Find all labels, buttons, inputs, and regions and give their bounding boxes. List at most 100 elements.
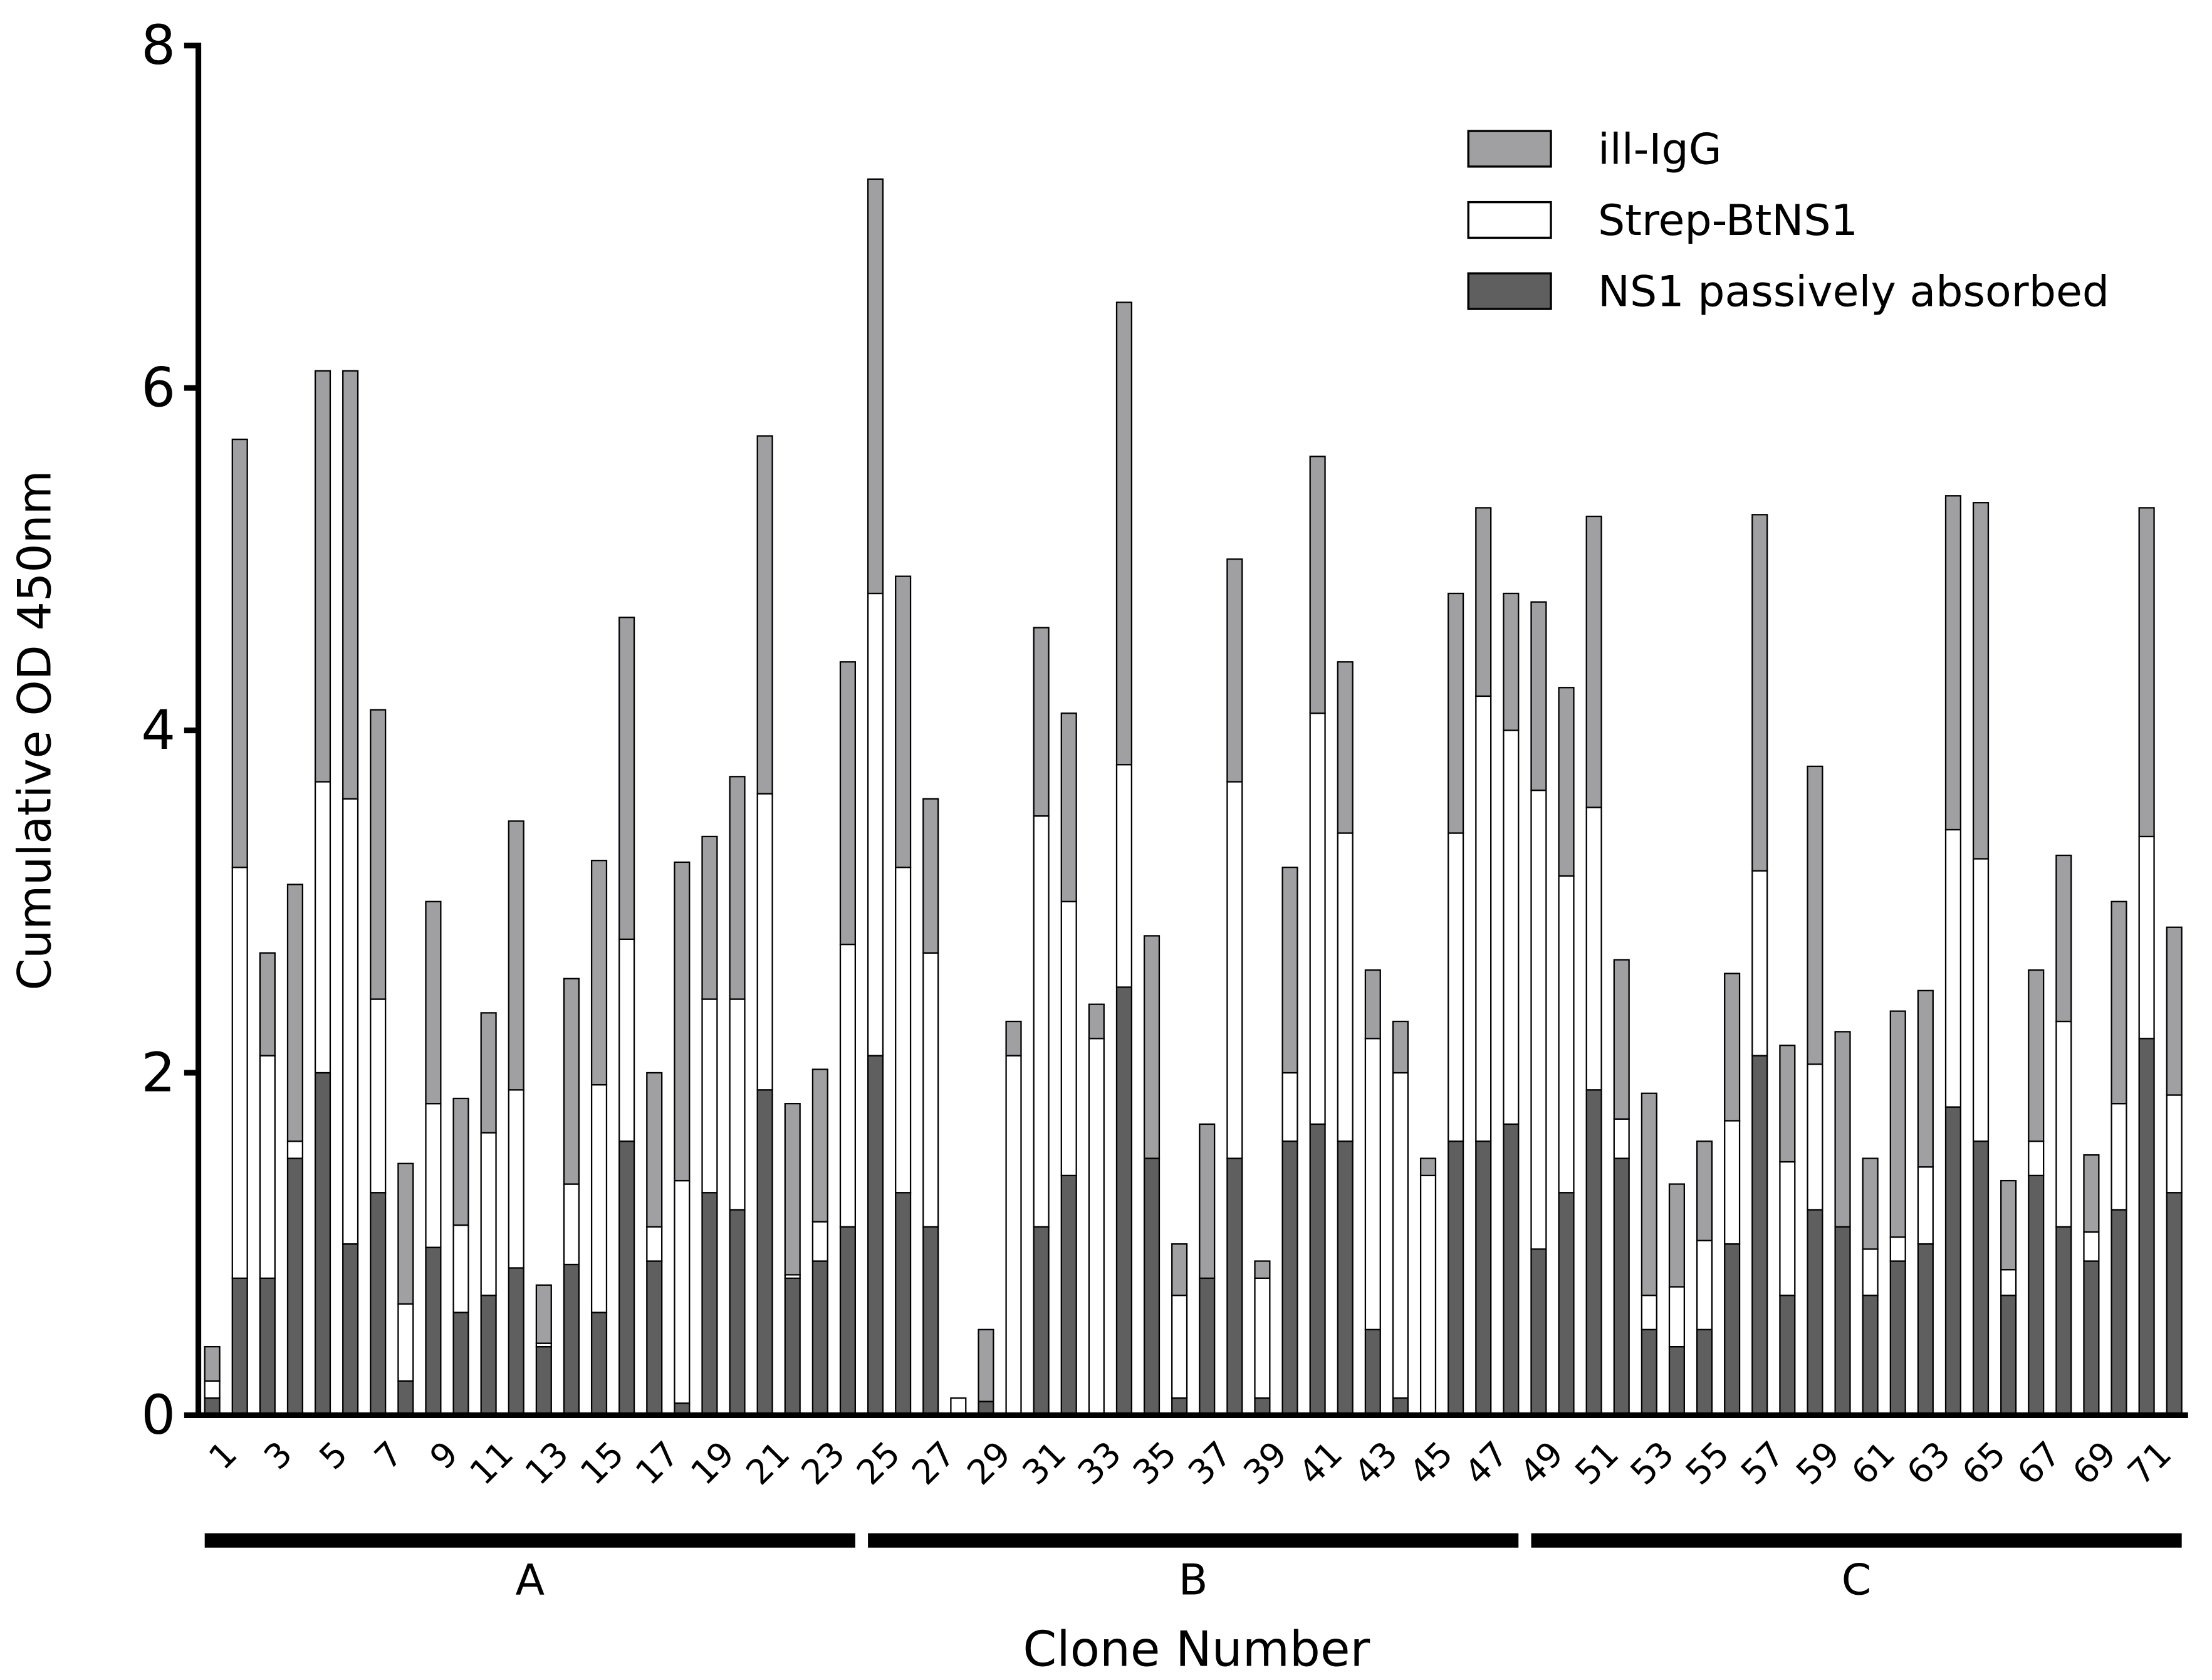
bar-segment — [1917, 1243, 1934, 1416]
bar-segment — [1641, 1295, 1657, 1330]
bar-segment — [590, 860, 608, 1086]
bar-segment — [1115, 986, 1132, 1416]
bar-segment — [701, 1192, 718, 1416]
y-axis-title: Cumulative OD 450nm — [9, 471, 61, 991]
bar-segment — [1779, 1295, 1796, 1416]
x-tick-label: 31 — [1015, 1434, 1073, 1493]
bar-segment — [1309, 712, 1326, 1125]
bar-segment — [2166, 926, 2183, 1096]
bar-segment — [1088, 1038, 1105, 1416]
x-tick-label: 69 — [2065, 1434, 2124, 1493]
bar-segment — [756, 435, 773, 795]
bar-segment — [1641, 1328, 1657, 1416]
bar-segment — [674, 861, 691, 1182]
bar-segment — [508, 820, 524, 1091]
bar-segment — [1448, 592, 1464, 834]
bar-segment — [1751, 514, 1768, 872]
bar-segment — [1724, 1243, 1741, 1416]
bar-segment — [2083, 1260, 2100, 1416]
bar-segment — [1143, 935, 1161, 1159]
bar-segment — [1088, 1003, 1105, 1040]
bar-segment — [1862, 1295, 1879, 1416]
bar-segment — [1060, 1174, 1077, 1416]
x-tick-label: 63 — [1899, 1434, 1958, 1493]
x-axis-title: Clone Number — [1023, 1621, 1370, 1677]
bar-segment — [259, 952, 276, 1057]
bar-segment — [2000, 1179, 2017, 1271]
x-tick-label: 37 — [1181, 1434, 1239, 1493]
x-tick-label: 9 — [422, 1434, 466, 1478]
x-tick-label: 7 — [367, 1434, 410, 1478]
x-tick-label: 47 — [1457, 1434, 1516, 1493]
bar-segment — [1779, 1045, 1796, 1163]
x-tick-label: 65 — [1954, 1434, 2013, 1493]
bar-segment — [2028, 1174, 2045, 1416]
bar-segment — [922, 1226, 939, 1416]
bar-segment — [1696, 1140, 1713, 1241]
bar-segment — [1751, 1055, 1768, 1416]
bar-segment — [286, 1157, 303, 1416]
bar-segment — [867, 178, 884, 595]
x-tick-label: 13 — [517, 1434, 576, 1493]
bar-segment — [784, 1103, 801, 1276]
bar-segment — [895, 575, 912, 869]
bar-segment — [1448, 832, 1464, 1142]
x-tick-label: 51 — [1567, 1434, 1626, 1493]
group-label: B — [1179, 1556, 1208, 1605]
bar-segment — [895, 866, 912, 1194]
bar-segment — [1558, 875, 1575, 1194]
bar-segment — [811, 1221, 828, 1262]
bar-segment — [1503, 592, 1520, 731]
bar-segment — [922, 798, 939, 954]
bar-segment — [508, 1267, 524, 1416]
bar-segment — [397, 1380, 414, 1416]
bar-segment — [1613, 959, 1630, 1120]
bar-segment — [2138, 507, 2155, 838]
x-tick-label: 43 — [1346, 1434, 1405, 1493]
bar-segment — [1917, 989, 1934, 1168]
bar-segment — [563, 978, 580, 1185]
bar-segment — [314, 781, 331, 1074]
bar-segment — [1668, 1286, 1686, 1348]
bar-segment — [1889, 1260, 1906, 1416]
bar-segment — [1530, 790, 1547, 1250]
bar-segment — [1944, 1106, 1962, 1416]
x-tick-label: 33 — [1070, 1434, 1129, 1493]
bar-segment — [839, 943, 856, 1228]
bar-segment — [1972, 502, 1990, 860]
bar-segment — [1668, 1183, 1686, 1288]
bar-segment — [452, 1097, 469, 1226]
bar-segment — [1254, 1277, 1271, 1399]
bar-segment — [1696, 1239, 1713, 1330]
legend-label: NS1 passively absorbed — [1598, 267, 2109, 316]
x-tick-label: 45 — [1401, 1434, 1460, 1493]
bar-segment — [1807, 765, 1823, 1065]
bar-segment — [2138, 1038, 2155, 1416]
x-tick-label: 27 — [904, 1434, 963, 1493]
legend-swatch — [1467, 272, 1552, 310]
x-tick-label: 49 — [1512, 1434, 1571, 1493]
x-tick-label: 39 — [1236, 1434, 1295, 1493]
x-tick-label: 23 — [793, 1434, 852, 1493]
x-tick-label: 71 — [2120, 1434, 2179, 1493]
bar-segment — [1364, 969, 1381, 1040]
y-tick-label: 2 — [141, 1042, 175, 1105]
bar-segment — [1475, 507, 1492, 697]
x-tick-label: 15 — [572, 1434, 631, 1493]
x-tick-label: 17 — [628, 1434, 687, 1493]
bar-segment — [1199, 1277, 1216, 1416]
bar-segment — [729, 776, 746, 1000]
bar-segment — [1558, 1192, 1575, 1416]
bar-segment — [2028, 969, 2045, 1142]
bar-segment — [729, 998, 746, 1211]
bar-segment — [231, 866, 248, 1279]
bar-segment — [1641, 1092, 1657, 1297]
bar-segment — [397, 1303, 414, 1382]
bar-segment — [867, 1055, 884, 1416]
bar-segment — [342, 370, 359, 800]
bar-segment — [1364, 1328, 1381, 1416]
bar-segment — [1807, 1209, 1823, 1416]
bar-segment — [590, 1083, 608, 1313]
x-tick-label: 5 — [311, 1434, 355, 1478]
bar-segment — [1337, 832, 1354, 1142]
